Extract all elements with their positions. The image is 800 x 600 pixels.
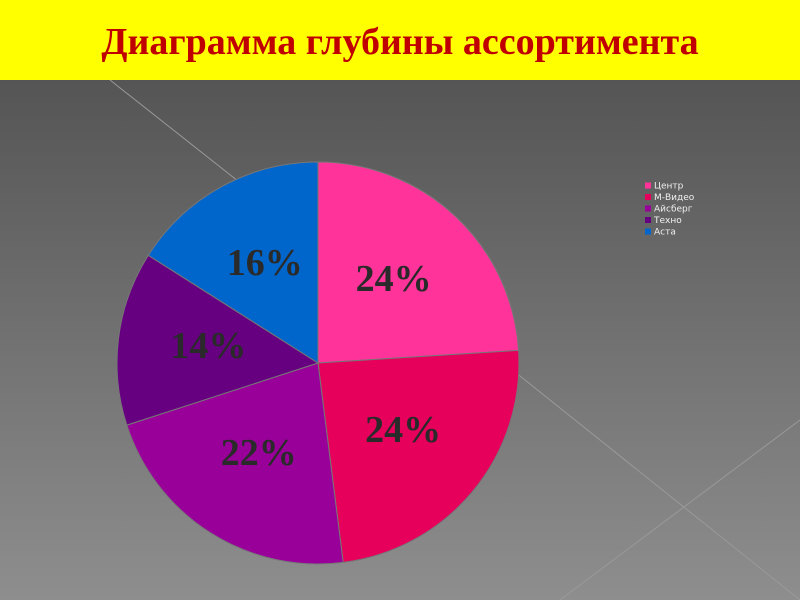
decor-line xyxy=(559,419,800,600)
chart-title: Диаграмма глубины ассортимента xyxy=(101,21,698,63)
data-label: 24% xyxy=(365,409,441,451)
pie-slice xyxy=(126,362,344,565)
data-label: 22% xyxy=(221,432,297,474)
decor-line xyxy=(499,359,800,600)
legend-swatch xyxy=(645,182,651,189)
pie-slice xyxy=(116,254,320,426)
pie-slice xyxy=(317,161,520,364)
legend-swatch xyxy=(645,228,651,235)
data-label: 14% xyxy=(170,325,246,367)
legend-label: Айсберг xyxy=(654,205,693,215)
pie: 24% 24% 22% 14% 16% xyxy=(116,161,520,565)
legend-swatch xyxy=(645,194,651,200)
legend-label: М-Видео xyxy=(654,193,695,203)
legend-swatch xyxy=(645,217,651,223)
data-label: 16% xyxy=(227,242,303,284)
title-bar xyxy=(0,0,800,80)
pie-slice xyxy=(317,349,520,563)
pie-slice xyxy=(147,161,319,364)
data-label: 24% xyxy=(356,258,432,300)
legend-label: Техно xyxy=(653,216,682,226)
legend-label: Аста xyxy=(654,228,676,238)
legend-label: Центр xyxy=(654,182,684,192)
legend-swatch xyxy=(645,205,651,212)
